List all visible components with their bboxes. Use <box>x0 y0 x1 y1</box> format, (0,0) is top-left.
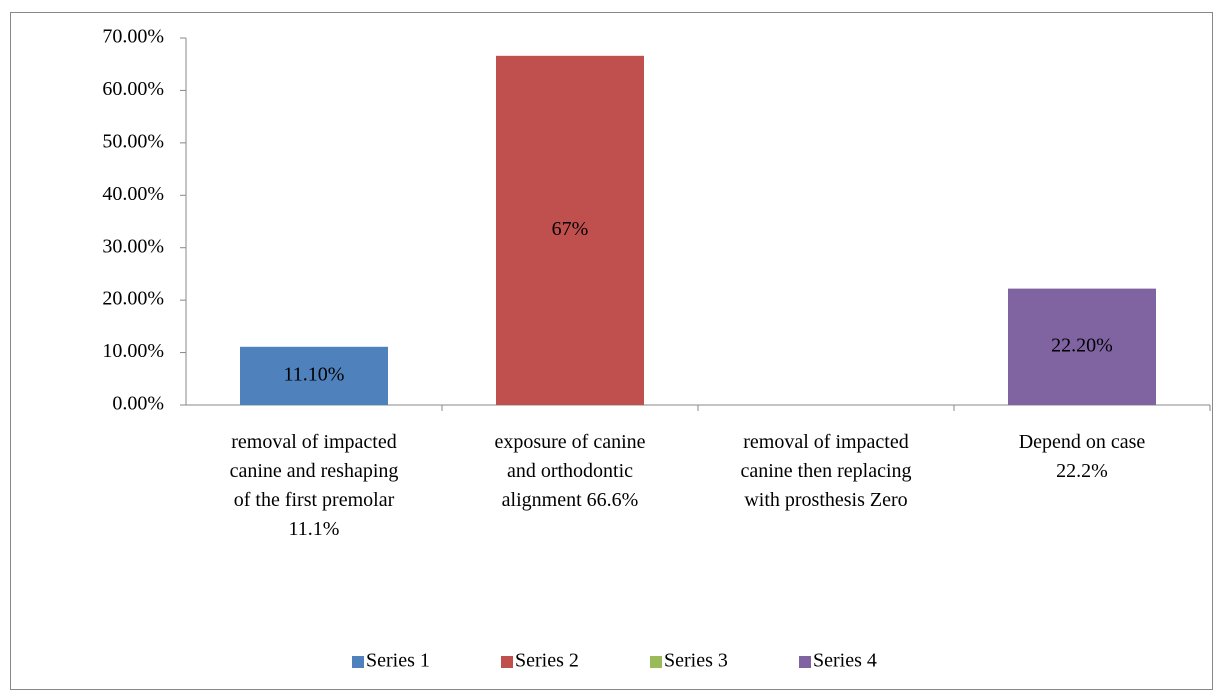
y-tick-label: 0.00% <box>112 393 164 415</box>
y-tick-label: 60.00% <box>102 78 164 100</box>
data-label: 67% <box>552 218 589 240</box>
legend-swatch <box>799 656 811 668</box>
x-tick-label: exposure of canine and orthodontic align… <box>494 431 646 511</box>
legend-swatch <box>501 656 513 668</box>
legend-label: Series 3 <box>664 650 728 672</box>
bar <box>240 346 388 405</box>
y-tick-label: 10.00% <box>102 340 164 362</box>
y-tick-label: 20.00% <box>102 288 164 310</box>
legend-label: Series 1 <box>366 650 430 672</box>
legend-swatch <box>650 656 662 668</box>
y-tick-label: 40.00% <box>102 183 164 205</box>
x-tick-label: removal of impacted canine and reshaping… <box>229 431 399 540</box>
chart-border <box>10 12 1213 690</box>
data-label: 11.10% <box>284 363 345 385</box>
y-tick-label: 30.00% <box>102 235 164 257</box>
y-tick-label: 50.00% <box>102 130 164 152</box>
x-tick-label: removal of impacted canine then replacin… <box>740 431 912 511</box>
legend-label: Series 4 <box>813 650 877 672</box>
bar <box>496 55 644 405</box>
legend-label: Series 2 <box>515 650 579 672</box>
legend-swatch <box>352 656 364 668</box>
x-tick-label: Depend on case 22.2% <box>1018 431 1146 482</box>
bar <box>1008 288 1156 405</box>
y-tick-label: 70.00% <box>102 26 164 48</box>
data-label: 22.20% <box>1051 334 1113 356</box>
